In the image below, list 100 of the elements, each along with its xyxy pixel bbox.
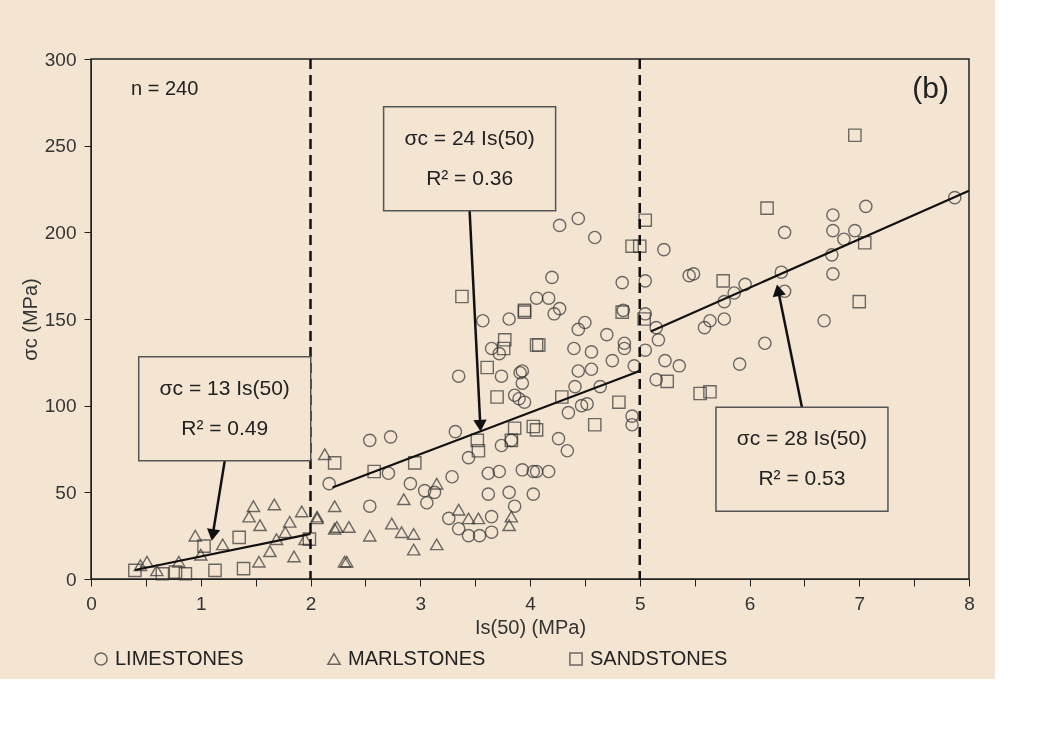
point bbox=[637, 312, 651, 326]
point bbox=[327, 500, 342, 513]
point bbox=[396, 493, 411, 506]
x-axis-title: Is(50) (MPa) bbox=[474, 615, 587, 638]
point bbox=[429, 538, 444, 551]
annotation: (b) bbox=[912, 71, 949, 104]
legend-label: SANDSTONES bbox=[590, 647, 728, 669]
point bbox=[529, 423, 544, 437]
point bbox=[461, 512, 476, 525]
point bbox=[470, 433, 485, 448]
point bbox=[502, 519, 516, 532]
point bbox=[140, 555, 154, 568]
annotation: σc = 24 Is(50) R² = 0.36 bbox=[404, 125, 535, 189]
y-tick-label: 300 bbox=[44, 48, 77, 70]
point bbox=[282, 515, 297, 528]
point bbox=[362, 529, 377, 542]
point bbox=[406, 543, 421, 556]
x-tick-label: 5 bbox=[634, 592, 646, 614]
x-tick-label: 2 bbox=[305, 592, 317, 614]
y-tick-label: 200 bbox=[44, 221, 77, 243]
x-tick-label: 4 bbox=[525, 592, 537, 614]
point bbox=[615, 305, 630, 319]
legend-label: LIMESTONES bbox=[115, 647, 244, 669]
x-tick-label: 6 bbox=[744, 592, 756, 614]
point bbox=[215, 538, 230, 551]
point bbox=[253, 519, 267, 532]
point bbox=[497, 332, 512, 347]
point bbox=[178, 566, 193, 581]
y-tick-label: 0 bbox=[65, 568, 77, 590]
x-tick-label: 7 bbox=[854, 592, 866, 614]
x-tick-label: 1 bbox=[195, 592, 207, 614]
point bbox=[504, 433, 519, 448]
point bbox=[269, 533, 284, 546]
point bbox=[660, 374, 675, 389]
point bbox=[246, 500, 261, 513]
point bbox=[133, 559, 148, 572]
point bbox=[703, 384, 717, 399]
point bbox=[760, 201, 774, 215]
point bbox=[317, 448, 332, 461]
point bbox=[287, 550, 301, 563]
point bbox=[857, 235, 872, 250]
point bbox=[236, 561, 251, 576]
annotation: σc = 28 Is(50) R² = 0.53 bbox=[736, 426, 868, 490]
point bbox=[188, 529, 203, 542]
point bbox=[625, 239, 639, 254]
y-tick-label: 250 bbox=[44, 135, 77, 157]
point bbox=[128, 563, 142, 578]
point bbox=[171, 555, 186, 568]
point bbox=[394, 526, 409, 539]
point bbox=[471, 443, 486, 458]
point bbox=[242, 510, 256, 523]
point bbox=[507, 421, 522, 436]
legend-label: MARLSTONES bbox=[348, 647, 486, 669]
point bbox=[155, 566, 170, 581]
x-tick-label: 0 bbox=[86, 592, 97, 614]
point bbox=[587, 417, 602, 432]
point bbox=[407, 456, 422, 470]
point bbox=[490, 390, 504, 404]
point bbox=[232, 530, 246, 545]
y-tick-label: 100 bbox=[44, 395, 77, 417]
point bbox=[367, 464, 381, 479]
point bbox=[451, 503, 466, 516]
point bbox=[327, 456, 342, 470]
x-tick-label: 3 bbox=[415, 592, 427, 614]
point bbox=[197, 539, 211, 553]
point bbox=[496, 341, 511, 356]
point bbox=[612, 395, 626, 410]
y-tick-label: 150 bbox=[44, 308, 77, 330]
point bbox=[504, 510, 519, 523]
point bbox=[406, 527, 421, 540]
point bbox=[252, 555, 266, 568]
point bbox=[480, 360, 495, 375]
point bbox=[852, 294, 867, 309]
point bbox=[302, 532, 317, 546]
point bbox=[716, 274, 730, 288]
point bbox=[693, 386, 707, 401]
point bbox=[429, 477, 444, 490]
y-axis-title: σc (MPa) bbox=[18, 278, 41, 361]
annotation: n = 240 bbox=[131, 77, 199, 99]
point bbox=[455, 289, 469, 304]
point bbox=[471, 512, 486, 525]
point bbox=[294, 505, 309, 518]
point bbox=[848, 128, 862, 143]
point bbox=[150, 564, 164, 577]
point bbox=[278, 526, 293, 539]
point bbox=[168, 565, 183, 579]
x-tick-label: 8 bbox=[964, 592, 975, 614]
point bbox=[263, 545, 277, 558]
point bbox=[384, 517, 399, 530]
point bbox=[638, 213, 653, 228]
point bbox=[193, 548, 208, 561]
point bbox=[526, 419, 541, 434]
point bbox=[267, 498, 282, 511]
point bbox=[208, 563, 222, 578]
point bbox=[555, 390, 569, 404]
point bbox=[632, 239, 647, 254]
y-tick-label: 50 bbox=[55, 481, 77, 503]
annotation: σc = 13 Is(50) R² = 0.49 bbox=[159, 375, 290, 439]
point bbox=[298, 533, 312, 546]
point bbox=[342, 521, 356, 533]
